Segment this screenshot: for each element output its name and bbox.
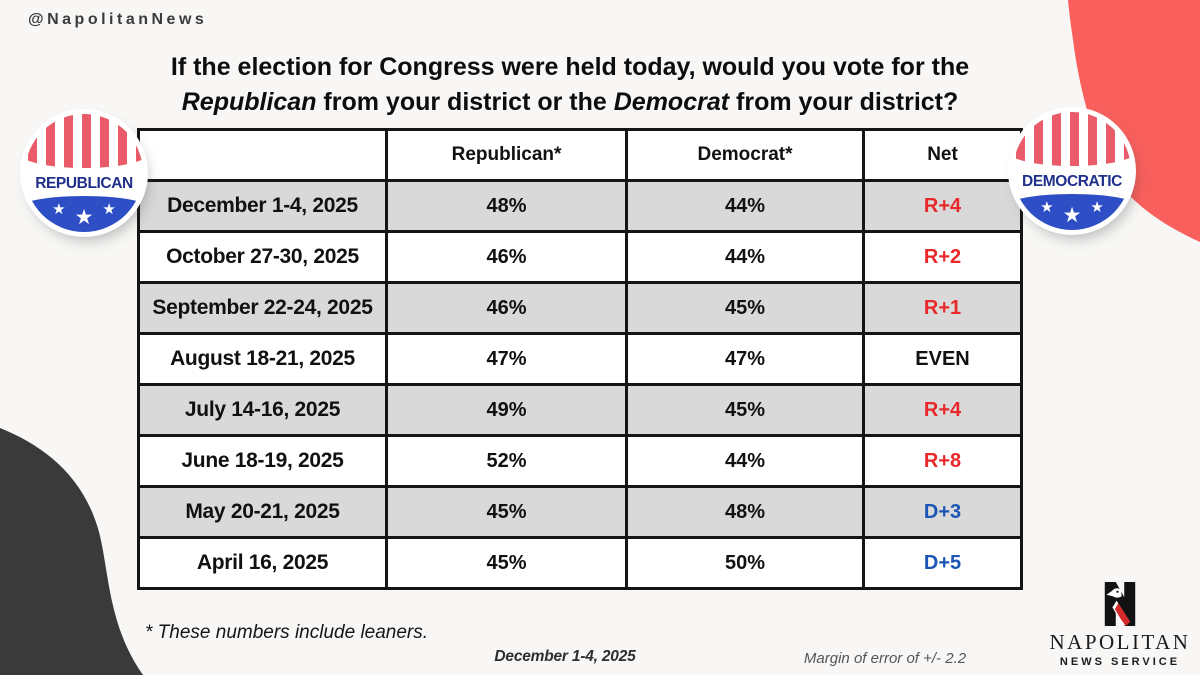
republican-pct: 49% [385,383,628,437]
leaners-footnote: * These numbers include leaners. [145,622,429,643]
table-row: June 18-19, 2025 52% 44% R+8 [137,434,1023,488]
poll-date: September 22-24, 2025 [137,281,388,335]
net-value: R+2 [862,230,1023,284]
poll-date: December 1-4, 2025 [137,179,388,233]
badge-label: REPUBLICAN [35,175,133,192]
star-icon: ★ [1040,199,1054,216]
table-row: April 16, 2025 45% 50% D+5 [137,536,1023,590]
dark-blob [0,428,143,675]
social-handle: @NapolitanNews [28,11,208,28]
republican-pct: 48% [385,179,628,233]
net-value: EVEN [862,332,1023,386]
napolitan-n-eagle-icon [1104,582,1136,626]
margin-of-error-label: Margin of error of +/- 2.2 [803,650,967,667]
net-value: R+8 [862,434,1023,488]
title-seg2: from your district or the [316,88,614,116]
poll-date: August 18-21, 2025 [137,332,388,386]
republican-pct: 45% [385,536,628,590]
net-value: D+5 [862,536,1023,590]
republican-pct: 46% [385,281,628,335]
poll-date: June 18-19, 2025 [137,434,388,488]
table-row: May 20-21, 2025 45% 48% D+3 [137,485,1023,539]
star-icon: ★ [52,201,66,218]
star-icon: ★ [1090,199,1104,216]
star-icon: ★ [102,201,116,218]
table-row: October 27-30, 2025 46% 44% R+2 [137,230,1023,284]
poll-date: May 20-21, 2025 [137,485,388,539]
net-value: D+3 [862,485,1023,539]
header-democrat: Democrat* [625,128,865,182]
republican-pin-badge: REPUBLICAN ★ ★ ★ [25,114,143,232]
democrat-pct: 47% [625,332,865,386]
header-republican: Republican* [385,128,628,182]
table-row: September 22-24, 2025 46% 45% R+1 [137,281,1023,335]
democrat-pct: 44% [625,434,865,488]
badge-stripes [1013,112,1131,166]
star-icon: ★ [1062,204,1082,227]
democrat-pct: 45% [625,281,865,335]
net-value: R+1 [862,281,1023,335]
title-republican-word: Republican [181,88,317,116]
logo-title: NAPOLITAN [1049,630,1191,654]
table-row: July 14-16, 2025 49% 45% R+4 [137,383,1023,437]
poll-table: Republican* Democrat* Net December 1-4, … [137,128,1023,590]
democrat-pct: 50% [625,536,865,590]
badge-label-band: REPUBLICAN [25,168,143,200]
title-seg3: from your district? [729,88,959,116]
survey-date-label: December 1-4, 2025 [494,648,636,665]
poll-date: October 27-30, 2025 [137,230,388,284]
poll-date: April 16, 2025 [137,536,388,590]
napolitan-logo: NAPOLITAN NEWS SERVICE [1042,580,1198,668]
poll-table-container: Republican* Democrat* Net December 1-4, … [137,128,1023,590]
table-row: August 18-21, 2025 47% 47% EVEN [137,332,1023,386]
header-date [137,128,388,182]
badge-label-band: DEMOCRATIC [1013,166,1131,198]
republican-pct: 52% [385,434,628,488]
badge-star-band: ★ ★ ★ [1013,194,1131,230]
badge-label: DEMOCRATIC [1022,173,1122,190]
badge-star-band: ★ ★ ★ [25,196,143,232]
header-net: Net [862,128,1023,182]
democrat-pct: 44% [625,179,865,233]
democrat-pct: 45% [625,383,865,437]
table-row: December 1-4, 2025 48% 44% R+4 [137,179,1023,233]
republican-pct: 47% [385,332,628,386]
democrat-pct: 44% [625,230,865,284]
poll-date: July 14-16, 2025 [137,383,388,437]
header-row: Republican* Democrat* Net [137,128,1023,182]
logo-subtitle: NEWS SERVICE [1059,656,1181,668]
democratic-pin-badge: DEMOCRATIC ★ ★ ★ [1013,112,1131,230]
title-democrat-word: Democrat [613,88,730,116]
republican-pct: 45% [385,485,628,539]
republican-pct: 46% [385,230,628,284]
badge-stripes [25,114,143,168]
star-icon: ★ [74,206,94,229]
net-value: R+4 [862,383,1023,437]
net-value: R+4 [862,179,1023,233]
title-seg1: If the election for Congress were held t… [170,53,970,81]
democrat-pct: 48% [625,485,865,539]
question-title: If the election for Congress were held t… [100,50,1040,120]
